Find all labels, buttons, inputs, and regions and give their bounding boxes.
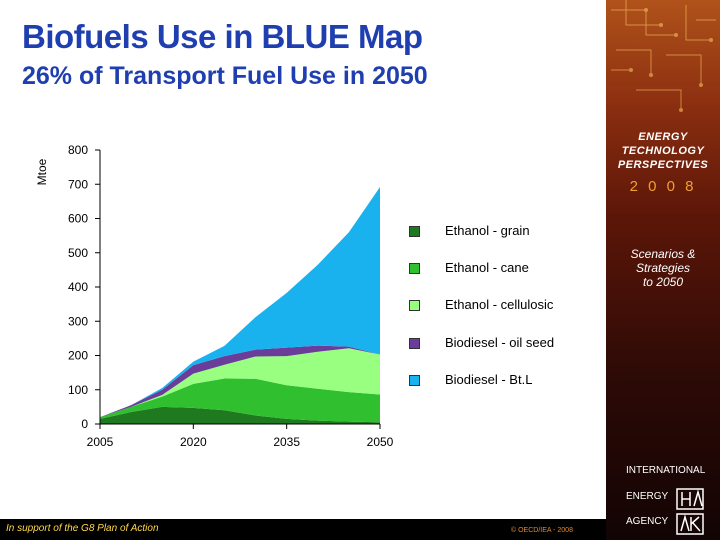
area-ethanol-cellulosic (100, 348, 380, 418)
legend-label: Ethanol - cane (445, 260, 529, 275)
legend-label: Biodiesel - Bt.L (445, 372, 533, 387)
y-tick-label: 500 (68, 246, 88, 260)
iea-line: INTERNATIONAL (626, 465, 706, 476)
etp-brand: ENERGY TECHNOLOGY PERSPECTIVES (606, 130, 720, 172)
legend-swatch (409, 226, 420, 237)
scenarios-line: Strategies (635, 261, 691, 275)
g8-note: In support of the G8 Plan of Action (6, 523, 159, 534)
legend-swatch (409, 263, 420, 274)
y-tick-label: 100 (68, 383, 88, 397)
legend-swatch (409, 338, 420, 349)
area-biodiesel-bt-l (100, 186, 380, 418)
iea-line: ENERGY (626, 491, 669, 502)
legend-label: Ethanol - cellulosic (445, 297, 554, 312)
legend-label: Biodiesel - oil seed (445, 335, 555, 350)
area-biodiesel-oil-seed (100, 345, 380, 418)
legend-swatch (409, 300, 420, 311)
legend-label: Ethanol - grain (445, 223, 530, 238)
x-tick-label: 2050 (367, 435, 394, 449)
iea-line: AGENCY (626, 516, 669, 527)
etp-line: ENERGY (638, 131, 688, 143)
y-tick-label: 700 (68, 177, 88, 191)
legend-swatch (409, 375, 420, 386)
scenarios-line: Scenarios & (630, 247, 696, 261)
scenarios-text: Scenarios & Strategies to 2050 (606, 247, 720, 289)
biofuels-area-chart: 0 100 200 300 400 500 600 700 800 2005 2020 2035 205… (35, 143, 394, 449)
y-tick-label: 600 (68, 212, 88, 226)
etp-line: TECHNOLOGY (621, 145, 705, 157)
iea-logo-icon (676, 488, 704, 535)
y-tick-label: 400 (68, 280, 88, 294)
circuit-decoration (611, 0, 716, 112)
copyright-note: © OECD/IEA - 2008 (511, 527, 573, 534)
x-tick-label: 2035 (273, 435, 300, 449)
etp-year: 2 0 0 8 (629, 178, 697, 195)
footer-bar (0, 519, 606, 540)
scenarios-line: to 2050 (642, 275, 684, 289)
x-tick-label: 2020 (180, 435, 207, 449)
x-tick-label: 2005 (87, 435, 114, 449)
etp-line: PERSPECTIVES (617, 159, 709, 171)
page-title: Biofuels Use in BLUE Map (22, 18, 423, 55)
y-axis-label: Mtoe (35, 158, 49, 185)
sidebar-panel (606, 0, 720, 540)
y-tick-label: 300 (68, 314, 88, 328)
y-tick-label: 800 (68, 143, 88, 157)
area-ethanol-cane (100, 378, 380, 423)
y-tick-label: 200 (68, 349, 88, 363)
area-ethanol-grain (100, 406, 380, 424)
page-subtitle: 26% of Transport Fuel Use in 2050 (22, 62, 428, 90)
y-tick-label: 0 (81, 417, 88, 431)
